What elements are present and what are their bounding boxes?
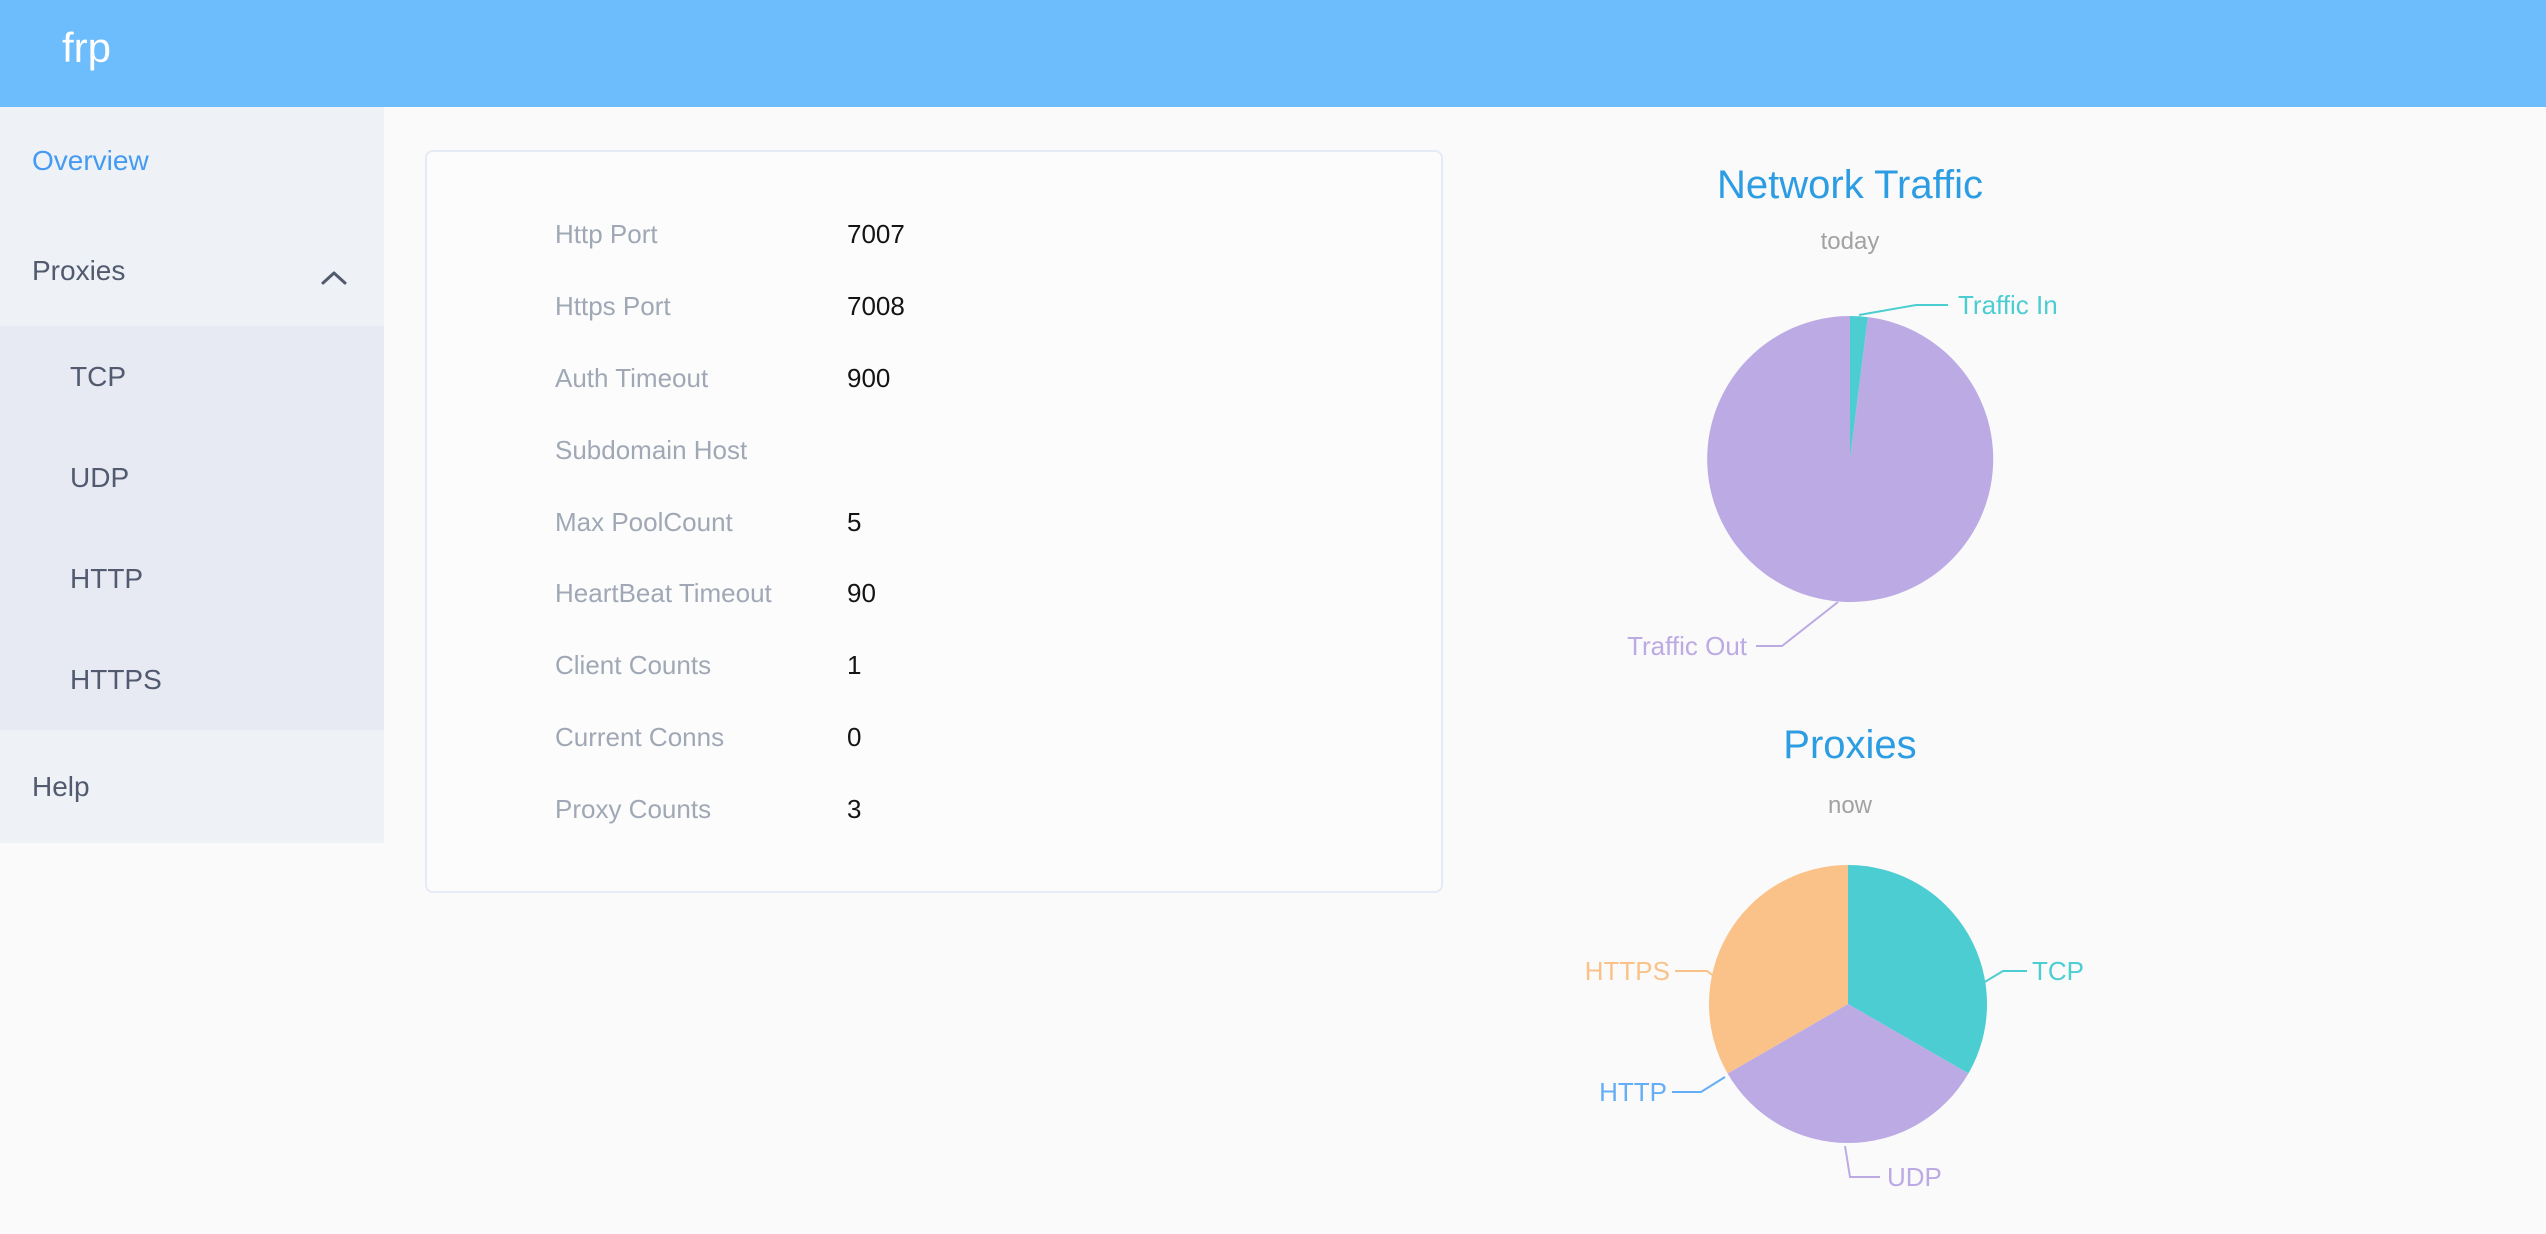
app-logo: frp	[62, 23, 112, 71]
sidebar-item-label: Proxies	[32, 254, 126, 286]
server-info-rows: Http Port 7007 Https Port 7008 Auth Timeout 9…	[427, 199, 1441, 845]
info-row-subdomain-host: Subdomain Host	[427, 414, 1441, 486]
pie-label-http: HTTP	[1599, 1077, 1667, 1107]
info-value: 3	[847, 793, 862, 824]
info-label: Current Conns	[555, 721, 725, 752]
info-label: Max PoolCount	[555, 506, 733, 537]
sidebar-item-label: HTTP	[70, 562, 144, 594]
sidebar-item-udp[interactable]: UDP	[0, 427, 384, 528]
info-row-http-port: Http Port 7007	[427, 199, 1441, 271]
server-info-card: Http Port 7007 Https Port 7008 Auth Timeout 9…	[425, 150, 1443, 893]
info-value: 900	[847, 362, 891, 393]
sidebar-submenu-proxies: TCP UDP HTTP HTTPS	[0, 326, 384, 730]
info-label: Proxy Counts	[555, 793, 712, 824]
pie-label-line-traffic-in	[1858, 304, 1948, 316]
info-label: Subdomain Host	[555, 434, 748, 465]
pie-label-line-traffic-out	[1756, 601, 1839, 647]
info-row-https-port: Https Port 7008	[427, 271, 1441, 343]
pie-slice-traffic-out[interactable]	[1707, 316, 1994, 602]
network-traffic-chart-title: Network Traffic	[1717, 163, 1983, 207]
app-header: frp	[0, 0, 2546, 107]
pie-slice-https[interactable]	[1708, 864, 1848, 1074]
sidebar-item-label: Help	[32, 770, 90, 802]
info-value: 1	[847, 650, 862, 681]
pie-label-line-udp	[1844, 1145, 1880, 1178]
sidebar-item-http[interactable]: HTTP	[0, 528, 384, 629]
pie-slice-traffic-in[interactable]	[1850, 315, 1868, 459]
network-traffic-chart-subtitle: today	[1820, 228, 1880, 255]
sidebar-item-label: UDP	[70, 461, 130, 493]
pie-slice-udp[interactable]	[1727, 1004, 1969, 1144]
info-label: Http Port	[555, 219, 658, 250]
info-value: 0	[847, 721, 862, 752]
sidebar-item-tcp[interactable]: TCP	[0, 326, 384, 427]
info-label: Auth Timeout	[555, 362, 709, 393]
info-row-proxy-counts: Proxy Counts 3	[427, 773, 1441, 845]
info-value: 5	[847, 506, 862, 537]
proxies-chart-subtitle: now	[1827, 792, 1873, 819]
info-label: HeartBeat Timeout	[555, 578, 772, 609]
sidebar-item-proxies[interactable]: Proxies	[0, 215, 384, 326]
pie-label-line-http	[1672, 1076, 1726, 1093]
info-row-auth-timeout: Auth Timeout 900	[427, 343, 1441, 415]
chevron-up-icon	[320, 262, 348, 284]
info-row-heartbeat-timeout: HeartBeat Timeout 90	[427, 558, 1441, 630]
info-value: 7007	[847, 219, 905, 250]
sidebar-item-label: Overview	[32, 145, 149, 176]
pie-label-udp: UDP	[1887, 1162, 1942, 1192]
info-label: Client Counts	[555, 650, 712, 681]
info-label: Https Port	[555, 291, 671, 322]
pie-label-traffic-in: Traffic In	[1958, 290, 2058, 320]
sidebar-item-help[interactable]: Help	[0, 730, 384, 843]
sidebar: Overview Proxies TCP UDP HTTP HTTPS Help	[0, 107, 384, 843]
sidebar-item-label: HTTPS	[70, 663, 162, 695]
info-row-current-conns: Current Conns 0	[427, 702, 1441, 774]
pie-slice-tcp[interactable]	[1848, 865, 1988, 1074]
sidebar-item-overview[interactable]: Overview	[0, 107, 384, 215]
sidebar-item-label: TCP	[70, 360, 126, 392]
proxies-chart-title: Proxies	[1783, 723, 1917, 767]
info-value: 90	[847, 578, 876, 609]
pie-label-https: HTTPS	[1585, 956, 1670, 986]
pie-label-traffic-out: Traffic Out	[1627, 631, 1748, 661]
info-row-client-counts: Client Counts 1	[427, 630, 1441, 702]
info-value: 7008	[847, 291, 905, 322]
pie-label-tcp: TCP	[2032, 956, 2084, 986]
sidebar-item-https[interactable]: HTTPS	[0, 629, 384, 730]
info-row-max-poolcount: Max PoolCount 5	[427, 486, 1441, 558]
